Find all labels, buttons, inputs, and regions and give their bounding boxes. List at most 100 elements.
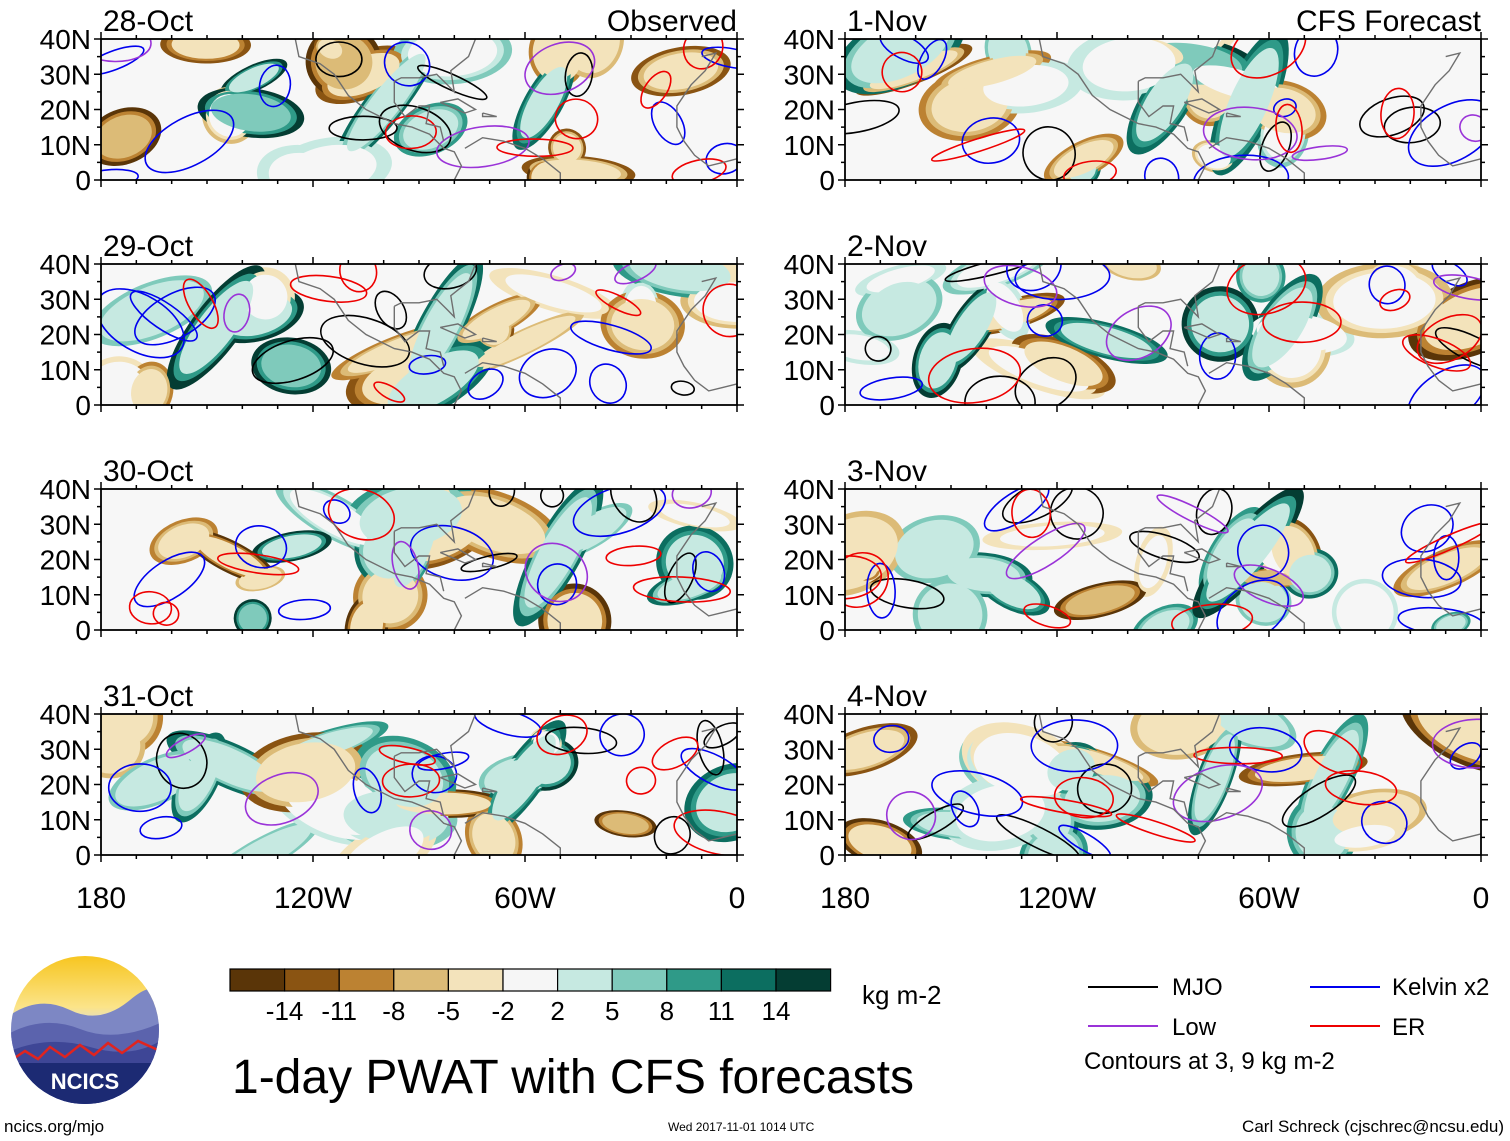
anomaly-blob [1289, 554, 1332, 593]
anomaly-blob [1143, 714, 1221, 751]
contour-low [524, 542, 589, 603]
coastline [1225, 112, 1241, 118]
legend-label-mjo: MJO [1172, 974, 1223, 1001]
contour-kelvin [408, 354, 447, 375]
contour-er [1324, 769, 1398, 806]
panel-28-oct: 28-Oct Observed 0 10N 20N 30N 40N [40, 5, 744, 196]
legend-label-er: ER [1392, 1014, 1426, 1041]
coastline [1420, 277, 1481, 392]
contour-low [1156, 494, 1229, 534]
contour-mjo [1359, 95, 1425, 138]
y-tick-label: 10N [784, 130, 835, 161]
contour-kelvin [473, 714, 542, 738]
y-tick-label: 40N [784, 474, 835, 505]
contour-low [1291, 145, 1349, 162]
contour-low [1105, 305, 1172, 362]
contour-kelvin [873, 724, 910, 754]
contour-er [1401, 333, 1472, 372]
coastline [1137, 264, 1221, 319]
contour-low [1432, 274, 1481, 301]
coastline [1225, 787, 1241, 793]
coastline [1183, 548, 1222, 564]
coastline [464, 586, 561, 630]
anomaly-blob [922, 587, 979, 630]
anomaly-blob [1252, 287, 1313, 368]
contour-er [128, 590, 173, 625]
y-tick-label: 40N [40, 249, 91, 280]
y-tick-label: 20N [40, 545, 91, 576]
coastline [481, 112, 497, 118]
contour-er [673, 809, 737, 855]
contour-kelvin [1407, 364, 1481, 405]
y-tick-label: 30N [40, 284, 91, 315]
anomaly-blob [900, 523, 969, 575]
anomaly-blob [536, 39, 579, 79]
contour-low [1005, 522, 1086, 580]
y-tick-label: 0 [75, 390, 91, 421]
panel-date: 30-Oct [103, 455, 194, 488]
anomaly-blob [1065, 585, 1135, 616]
contour-mjo [944, 264, 1043, 283]
coastline [1137, 756, 1189, 817]
contour-kelvin [129, 290, 198, 342]
y-tick-label: 10N [40, 580, 91, 611]
contour-kelvin [570, 320, 652, 355]
contour-low [1431, 718, 1481, 769]
site-link[interactable]: ncics.org/mjo [4, 1117, 105, 1136]
y-tick-label: 0 [819, 840, 835, 871]
anomaly-blob [866, 281, 932, 333]
coastline [393, 531, 445, 592]
contour-kelvin [467, 368, 504, 400]
contour-er [930, 128, 1026, 162]
coastline [1137, 531, 1189, 592]
panel-4-nov: 4-Nov 0 10N 20N 30N 40N [784, 680, 1488, 871]
y-tick-label: 0 [819, 165, 835, 196]
contour-er [1053, 776, 1114, 819]
contour-mjo [907, 803, 965, 841]
anomaly-blob [845, 334, 890, 361]
panel-field [845, 264, 1481, 405]
contour-kelvin [518, 348, 577, 399]
contour-kelvin [1293, 39, 1339, 77]
coastline [294, 264, 463, 405]
coastline [1225, 562, 1241, 568]
x-tick-label: 120W [274, 882, 353, 915]
contour-low [165, 733, 206, 759]
legend-lines [1088, 986, 1380, 1027]
anomaly-blob [120, 758, 195, 803]
contour-mjo [155, 732, 208, 789]
contour-mjo [1049, 489, 1104, 540]
contour-mjo [1195, 489, 1233, 536]
contour-kelvin [139, 815, 183, 840]
contour-kelvin [931, 770, 1024, 817]
contour-mjo [416, 64, 488, 101]
contour-kelvin [859, 376, 924, 401]
coastline [1137, 81, 1189, 142]
colorbar-tick-label: 11 [708, 996, 735, 1026]
contour-er [640, 70, 672, 109]
panel-date: 3-Nov [847, 455, 927, 488]
contour-mjo [1033, 714, 1074, 743]
contour-mjo [544, 726, 618, 755]
contour-kelvin [101, 45, 145, 76]
anomaly-blob [195, 536, 266, 578]
coastline [1038, 264, 1207, 405]
contour-kelvin [1006, 264, 1062, 292]
coastline [439, 773, 478, 789]
coastline [676, 727, 737, 842]
legend-label-kelvin: Kelvin x2 [1392, 974, 1490, 1001]
column-header: Observed [607, 5, 737, 38]
panel-date: 31-Oct [103, 680, 194, 713]
anomaly-blob [1136, 63, 1194, 142]
y-tick-label: 20N [784, 320, 835, 351]
y-tick-label: 10N [40, 805, 91, 836]
y-tick-label: 0 [75, 165, 91, 196]
anomaly-blob [524, 497, 592, 608]
anomaly-blob [1340, 587, 1390, 630]
anomaly-blob [505, 274, 602, 313]
contour-kelvin [1014, 264, 1111, 301]
y-tick-label: 40N [784, 699, 835, 730]
contour-mjo [423, 264, 478, 290]
contour-er [1230, 39, 1307, 79]
coastline [294, 39, 463, 180]
